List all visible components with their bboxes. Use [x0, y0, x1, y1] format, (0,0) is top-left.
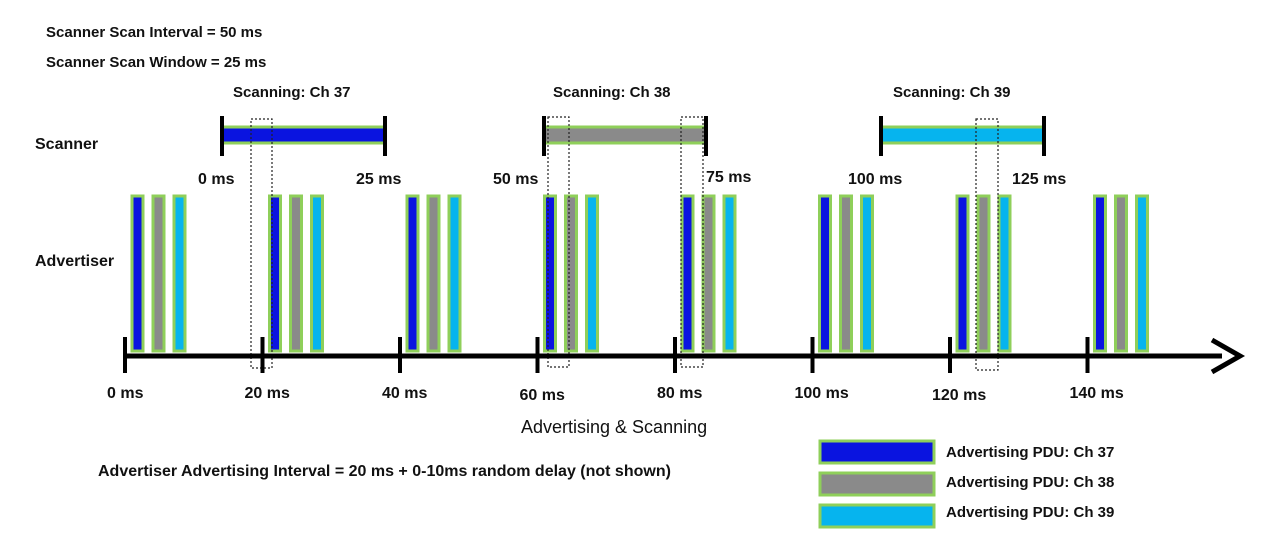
scan-window-label: Scanning: Ch 38	[553, 84, 671, 101]
advertising-pdu-ch38	[976, 194, 991, 353]
legend-label: Advertising PDU: Ch 37	[946, 444, 1114, 461]
axis-arrow-icon	[1210, 337, 1246, 375]
advertising-pdu-ch39	[722, 194, 737, 353]
overlap-highlights	[250, 116, 999, 371]
advertising-pdu-ch38	[289, 194, 303, 353]
advertising-pdu-ch38	[1114, 194, 1128, 353]
legend-label: Advertising PDU: Ch 38	[946, 474, 1114, 491]
axis-tick-label: 20 ms	[245, 385, 290, 402]
scan-window-bar	[220, 125, 387, 145]
advertising-pdu-ch39	[585, 194, 599, 353]
axis-tick-label: 120 ms	[932, 387, 986, 404]
scan-window-bar	[879, 125, 1046, 145]
axis-tick-label: 40 ms	[382, 385, 427, 402]
advertising-pdu-ch37	[955, 194, 970, 353]
advertising-pdu-ch39	[172, 194, 187, 353]
legend-label: Advertising PDU: Ch 39	[946, 504, 1114, 521]
time-axis: 0 ms 20 ms 40 ms 60 ms 80 ms 100 ms 120 ms 140 …	[107, 337, 1246, 404]
advertising-pdus	[130, 194, 1149, 353]
advertising-pdu-ch38	[426, 194, 441, 353]
scan-window-bar	[542, 125, 708, 145]
scan-window-end-label: 75 ms	[706, 169, 751, 186]
advertising-pdu-ch37	[405, 194, 420, 353]
scan-window-ch38: Scanning: Ch 38 50 ms 75 ms	[493, 84, 751, 188]
legend: Advertising PDU: Ch 37 Advertising PDU: …	[818, 439, 1114, 529]
scan-window-label: Scanning: Ch 39	[893, 84, 1011, 101]
axis-tick-label: 140 ms	[1070, 385, 1124, 402]
advertising-pdu-ch37	[818, 194, 832, 353]
overlap-box	[547, 116, 570, 368]
scan-interval-text: Scanner Scan Interval = 50 ms	[46, 24, 262, 41]
scan-window-start-label: 100 ms	[848, 171, 902, 188]
scan-window-ch37: Scanning: Ch 37 0 ms 25 ms	[198, 84, 401, 188]
legend-swatch	[818, 471, 936, 497]
advertising-pdu-ch37	[543, 194, 557, 353]
advertising-pdu-ch39	[447, 194, 462, 353]
axis-tick-label: 0 ms	[107, 385, 144, 402]
axis-ticks: 0 ms 20 ms 40 ms 60 ms 80 ms 100 ms 120 ms 140 …	[107, 337, 1124, 404]
advertising-pdu-ch37	[1093, 194, 1107, 353]
advertising-pdu-ch37	[130, 194, 145, 353]
advertising-pdu-ch38	[839, 194, 853, 353]
scan-window-start-label: 0 ms	[198, 171, 235, 188]
overlap-box	[975, 118, 999, 371]
scanner-windows: Scanning: Ch 37 0 ms 25 ms Scanning: Ch …	[198, 84, 1066, 188]
advertising-pdu-ch39	[310, 194, 324, 353]
legend-swatch	[818, 439, 936, 465]
scanner-row-label: Scanner	[35, 136, 98, 153]
legend-item-ch39: Advertising PDU: Ch 39	[818, 503, 1114, 529]
advertising-pdu-ch38	[151, 194, 166, 353]
scan-window-text: Scanner Scan Window = 25 ms	[46, 54, 266, 71]
axis-tick-label: 80 ms	[657, 385, 702, 402]
advertising-pdu-ch39	[997, 194, 1012, 353]
advertising-pdu-ch38	[564, 194, 578, 353]
scan-window-end-label: 125 ms	[1012, 171, 1066, 188]
legend-item-ch37: Advertising PDU: Ch 37	[818, 439, 1114, 465]
advertising-pdu-ch39	[860, 194, 874, 353]
legend-swatch	[818, 503, 936, 529]
advertising-pdu-ch38	[701, 194, 716, 353]
scan-window-label: Scanning: Ch 37	[233, 84, 351, 101]
scan-window-start-label: 50 ms	[493, 171, 538, 188]
axis-title: Advertising & Scanning	[521, 417, 707, 437]
advertising-pdu-ch37	[268, 194, 282, 353]
advertiser-row-label: Advertiser	[35, 253, 114, 270]
axis-tick-label: 100 ms	[795, 385, 849, 402]
legend-item-ch38: Advertising PDU: Ch 38	[818, 471, 1114, 497]
scan-window-end-label: 25 ms	[356, 171, 401, 188]
advertising-interval-note: Advertiser Advertising Interval = 20 ms …	[98, 463, 671, 480]
axis-tick-label: 60 ms	[520, 387, 565, 404]
advertising-pdu-ch39	[1135, 194, 1149, 353]
scan-window-ch39: Scanning: Ch 39 100 ms 125 ms	[848, 84, 1066, 188]
advertising-pdu-ch37	[680, 194, 695, 353]
